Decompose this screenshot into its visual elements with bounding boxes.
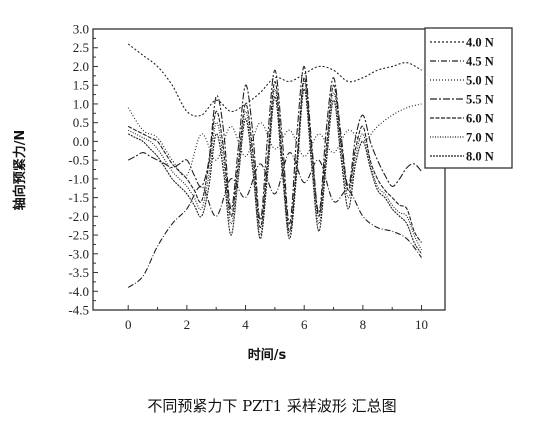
legend-label: 8.0 N	[466, 150, 494, 164]
chart: 3.0 2.5 2.0 1.5 1.0 0.5 0.0 -0.5 -1.0 -1.5 -2.0 -2.…	[0, 0, 544, 385]
y-tick-label: -3.5	[68, 265, 89, 280]
y-tick-label: 0.0	[73, 134, 89, 149]
plot-frame	[93, 29, 445, 310]
y-tick-label: 1.0	[73, 96, 89, 111]
x-tick-label: 6	[301, 317, 308, 332]
y-tick-label: 1.5	[73, 78, 89, 93]
y-tick-label: -1.5	[68, 190, 89, 205]
x-tick-label: 2	[184, 317, 191, 332]
series-line-2	[128, 153, 421, 288]
series-line-3	[128, 104, 421, 176]
y-tick-label: -2.0	[68, 209, 89, 224]
series-line-5	[128, 78, 421, 243]
y-tick-label: -4.0	[68, 284, 89, 299]
x-axis-ticks: 0 2 4 6 8 10	[125, 305, 428, 332]
series-line-7	[128, 89, 421, 254]
figure-caption: 不同预紧力下 PZT1 采样波形 汇总图	[0, 395, 544, 416]
y-tick-label: 3.0	[73, 22, 89, 37]
series-line-1	[128, 44, 421, 116]
x-axis-title: 时间/s	[248, 347, 287, 363]
legend-label: 4.0 N	[466, 36, 494, 50]
legend-label: 5.0 N	[466, 74, 494, 88]
y-tick-label: 2.0	[73, 59, 89, 74]
x-tick-label: 8	[360, 317, 367, 332]
series-line-6	[128, 81, 421, 250]
x-tick-label: 0	[125, 317, 132, 332]
legend-label: 7.0 N	[466, 131, 494, 145]
y-tick-label: -1.0	[68, 171, 89, 186]
y-tick-label: -3.0	[68, 246, 89, 261]
y-tick-label: 2.5	[73, 40, 89, 55]
legend-label: 5.5 N	[466, 93, 494, 107]
y-tick-label: -2.5	[68, 228, 89, 243]
x-tick-label: 4	[242, 317, 249, 332]
y-tick-label: -0.5	[68, 153, 89, 168]
series-lines	[128, 44, 421, 288]
y-axis-title: 轴向预紧力/N	[12, 130, 28, 211]
x-tick-label: 10	[415, 317, 428, 332]
legend-label: 6.0 N	[466, 112, 494, 126]
series-line-4	[128, 66, 421, 223]
y-tick-label: 0.5	[73, 115, 89, 130]
y-tick-label: -4.5	[68, 303, 89, 318]
legend: 4.0 N 4.5 N 5.0 N 5.5 N 6.0 N 7.0 N 8.0 N	[425, 28, 512, 168]
legend-label: 4.5 N	[466, 55, 494, 69]
